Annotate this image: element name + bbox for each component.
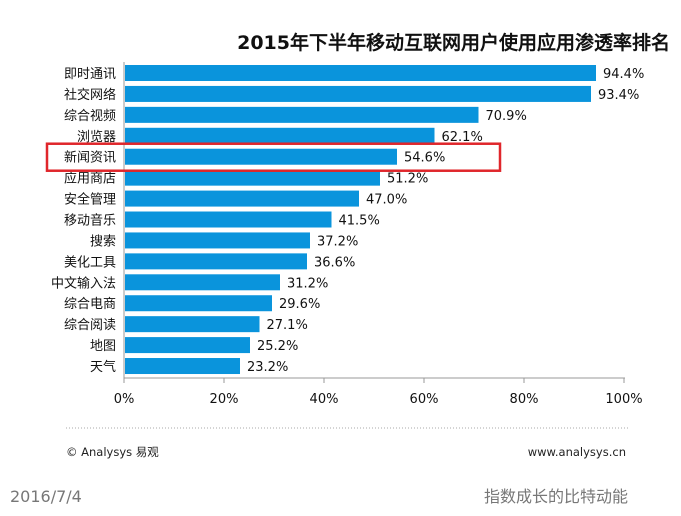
value-label: 41.5% [339, 214, 380, 229]
value-label: 54.6% [404, 151, 445, 166]
x-tick-label: 20% [210, 392, 239, 407]
category-label: 搜索 [90, 234, 116, 249]
category-label: 应用商店 [64, 171, 116, 187]
bar [125, 190, 359, 207]
category-label: 综合电商 [64, 297, 116, 312]
category-label: 地图 [90, 339, 116, 354]
category-label: 即时通讯 [64, 67, 116, 82]
category-label: 中文输入法 [51, 275, 116, 291]
bar [125, 65, 596, 81]
value-label: 25.2% [257, 339, 298, 354]
bar [125, 148, 397, 165]
bar [125, 127, 435, 144]
value-label: 94.4% [603, 67, 644, 82]
bar [125, 85, 591, 102]
bar [125, 211, 332, 228]
category-label: 移动音乐 [64, 213, 116, 229]
bar [125, 274, 280, 291]
value-label: 23.2% [247, 360, 288, 375]
value-label: 36.6% [314, 255, 355, 270]
value-label: 70.9% [486, 109, 527, 124]
date-label: 2016/7/4 [10, 487, 82, 506]
bar [125, 253, 307, 270]
chart-title: 2015年下半年移动互联网用户使用应用渗透率排名 [237, 31, 670, 54]
category-label: 新闻资讯 [64, 150, 116, 166]
x-tick-label: 60% [410, 392, 439, 407]
slogan-label: 指数成长的比特动能 [484, 487, 628, 506]
x-tick-label: 80% [510, 392, 539, 407]
category-label: 浏览器 [77, 129, 116, 145]
bar [125, 232, 310, 249]
category-label: 综合阅读 [64, 318, 116, 333]
x-tick-label: 100% [605, 392, 642, 407]
value-label: 47.0% [366, 193, 407, 208]
bar [125, 358, 240, 375]
category-label: 社交网络 [64, 87, 116, 103]
value-label: 29.6% [279, 297, 320, 312]
x-tick-label: 0% [114, 392, 135, 407]
category-label: 天气 [90, 359, 116, 375]
category-label: 综合视频 [64, 109, 116, 124]
bar [125, 337, 250, 354]
x-tick-label: 40% [310, 392, 339, 407]
value-label: 31.2% [287, 276, 328, 291]
value-label: 93.4% [598, 88, 639, 103]
bar [125, 295, 272, 312]
value-label: 37.2% [317, 234, 358, 249]
value-label: 62.1% [442, 130, 483, 145]
highlight-box [45, 142, 502, 172]
value-label: 51.2% [387, 172, 428, 187]
source-label: © Analysys 易观 [66, 445, 159, 459]
website-label: www.analysys.cn [528, 445, 626, 459]
category-label: 安全管理 [64, 192, 116, 208]
value-label: 27.1% [267, 318, 308, 333]
bar [125, 106, 479, 123]
category-label: 美化工具 [64, 255, 116, 270]
bar [125, 169, 380, 186]
bar [125, 316, 260, 333]
